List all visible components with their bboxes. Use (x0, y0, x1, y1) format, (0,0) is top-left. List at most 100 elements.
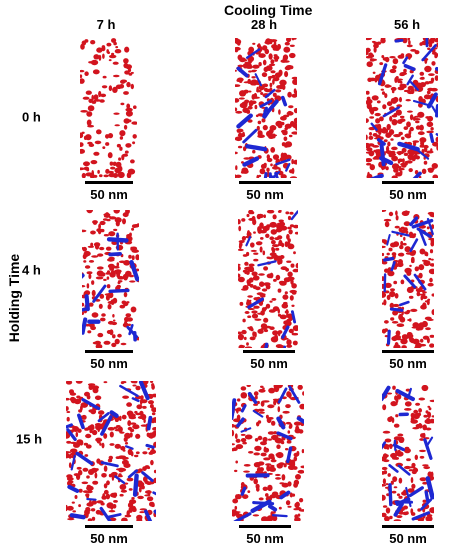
blue-precipitate (106, 237, 129, 243)
red-precipitate (268, 76, 271, 81)
red-precipitate (108, 455, 113, 460)
red-precipitate (277, 406, 281, 413)
red-precipitate (408, 40, 411, 45)
red-precipitate (272, 214, 277, 220)
red-precipitate (269, 236, 275, 241)
red-precipitate (103, 433, 108, 439)
red-precipitate (269, 300, 273, 303)
blue-precipitate (129, 259, 139, 282)
red-precipitate (394, 77, 398, 83)
red-precipitate (246, 279, 252, 285)
red-precipitate (82, 285, 86, 288)
scale-bar-label: 50 nm (389, 531, 427, 546)
red-precipitate (256, 213, 261, 220)
red-precipitate (397, 449, 401, 455)
red-precipitate (425, 327, 431, 331)
red-precipitate (265, 303, 271, 309)
red-precipitate (96, 47, 103, 53)
red-precipitate (403, 68, 407, 73)
red-precipitate (123, 91, 129, 95)
red-precipitate (285, 309, 289, 312)
red-precipitate (91, 312, 99, 318)
blue-precipitate (119, 384, 139, 398)
red-precipitate (235, 107, 238, 112)
red-precipitate (235, 444, 244, 450)
red-precipitate (392, 457, 399, 460)
red-precipitate (369, 107, 374, 113)
blue-precipitate (435, 104, 438, 118)
scale-bar-label: 50 nm (90, 356, 128, 371)
red-precipitate (419, 124, 424, 131)
red-precipitate (95, 437, 103, 442)
red-precipitate (119, 304, 126, 309)
red-precipitate (87, 425, 95, 431)
red-precipitate (386, 294, 391, 301)
red-precipitate (427, 115, 434, 122)
blue-precipitate (386, 234, 391, 246)
red-precipitate (366, 61, 373, 68)
red-precipitate (407, 319, 412, 321)
red-precipitate (288, 105, 294, 109)
red-precipitate (383, 470, 388, 475)
red-precipitate (253, 452, 260, 456)
red-precipitate (294, 231, 298, 235)
micrograph-render (382, 385, 434, 521)
red-precipitate (242, 269, 248, 273)
scale-bar-label: 50 nm (90, 187, 128, 202)
red-precipitate (410, 412, 415, 418)
red-precipitate (126, 301, 130, 304)
red-precipitate (98, 223, 101, 230)
red-precipitate (123, 124, 128, 130)
red-precipitate (291, 332, 298, 336)
red-precipitate (393, 280, 398, 285)
red-precipitate (271, 491, 279, 497)
red-precipitate (86, 271, 93, 275)
red-precipitate (426, 226, 430, 230)
red-precipitate (75, 431, 79, 438)
red-precipitate (408, 295, 414, 299)
red-precipitate (382, 505, 388, 508)
red-precipitate (409, 114, 414, 121)
red-precipitate (129, 274, 134, 278)
red-precipitate (279, 314, 287, 320)
red-precipitate (382, 104, 387, 110)
red-precipitate (404, 401, 412, 407)
red-precipitate (263, 214, 266, 218)
red-precipitate (244, 346, 253, 348)
red-precipitate (235, 165, 238, 171)
red-precipitate (248, 210, 254, 215)
red-precipitate (127, 119, 132, 123)
red-precipitate (366, 38, 372, 40)
blue-precipitate (395, 388, 415, 402)
red-precipitate (136, 223, 139, 227)
red-precipitate (260, 327, 268, 330)
blue-precipitate (276, 431, 293, 441)
red-precipitate (391, 163, 400, 170)
red-precipitate (406, 44, 413, 48)
red-precipitate (261, 72, 268, 78)
red-precipitate (430, 38, 436, 42)
red-precipitate (240, 386, 247, 391)
red-precipitate (421, 251, 428, 254)
red-precipitate (260, 385, 264, 388)
red-precipitate (384, 328, 388, 332)
red-precipitate (421, 168, 427, 174)
red-precipitate (108, 510, 116, 513)
blue-precipitate (275, 158, 291, 166)
red-precipitate (295, 474, 301, 480)
red-precipitate (375, 118, 381, 124)
red-precipitate (397, 252, 405, 257)
red-precipitate (285, 421, 292, 425)
scale-bar-label: 50 nm (389, 187, 427, 202)
red-precipitate (297, 513, 301, 517)
blue-precipitate (99, 506, 112, 521)
red-precipitate (124, 442, 129, 445)
red-precipitate (83, 166, 90, 171)
red-precipitate (114, 217, 122, 223)
red-precipitate (85, 134, 92, 141)
blue-precipitate (389, 307, 404, 312)
red-precipitate (239, 90, 247, 97)
red-precipitate (257, 461, 265, 466)
red-precipitate (94, 395, 102, 401)
red-precipitate (95, 276, 104, 280)
